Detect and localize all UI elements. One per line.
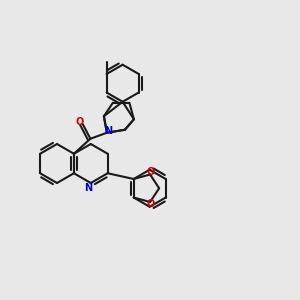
Text: O: O xyxy=(75,117,83,127)
Text: O: O xyxy=(147,167,155,177)
Text: O: O xyxy=(147,200,155,209)
Text: N: N xyxy=(84,183,92,194)
Text: N: N xyxy=(105,126,113,136)
